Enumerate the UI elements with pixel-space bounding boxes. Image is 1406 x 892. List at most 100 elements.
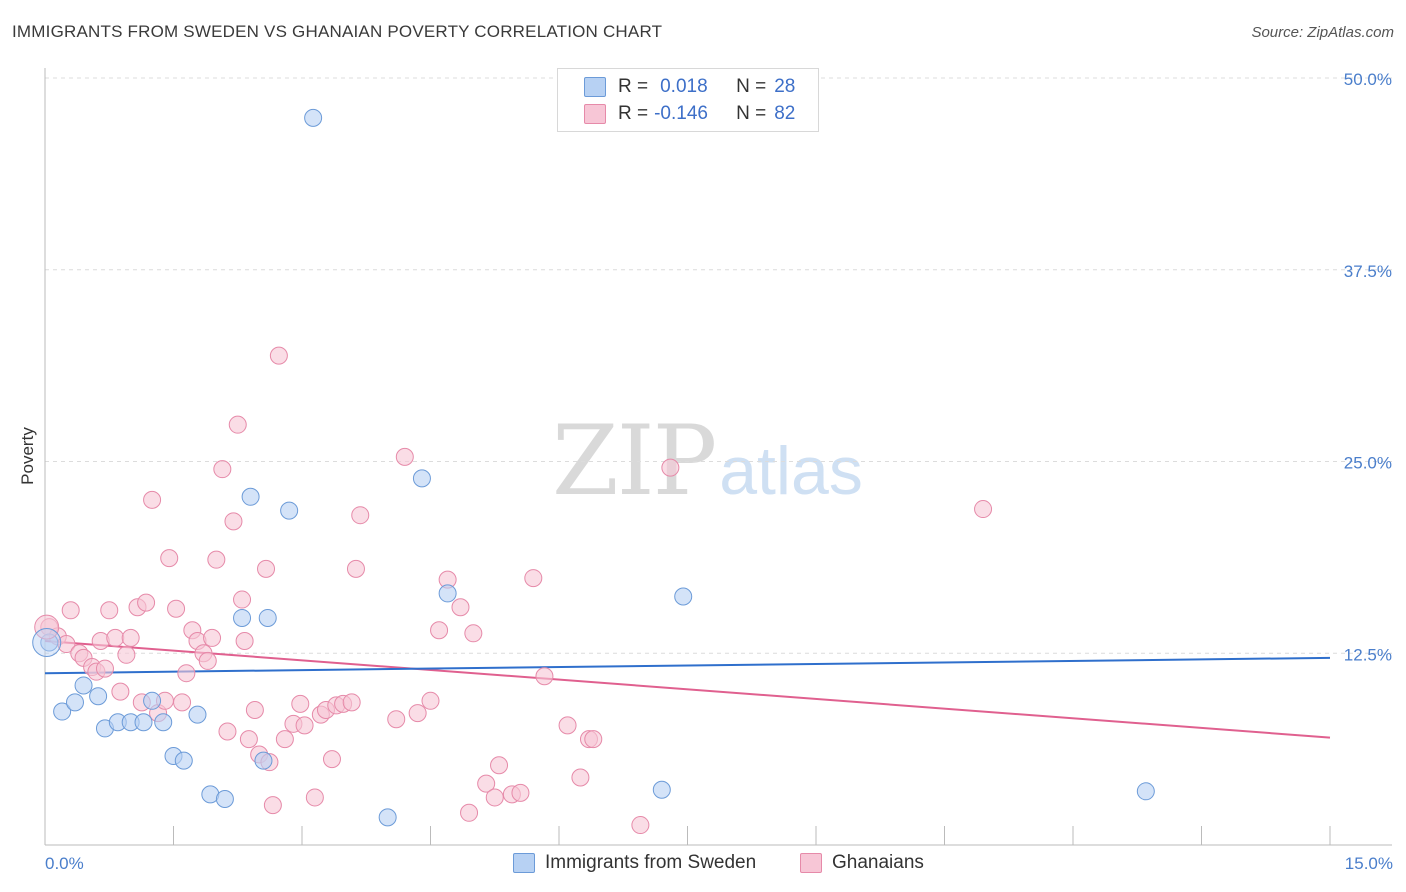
trend-lines [44,639,1331,739]
point-ghanaians [117,645,136,664]
point-ghanaians [485,788,504,807]
point-ghanaians [342,693,361,712]
point-ghanaians [235,631,254,650]
y-tick-label: 12.5% [1344,645,1392,664]
point-ghanaians [100,601,119,620]
point-ghanaians [111,682,130,701]
point-ghanaians [137,593,156,612]
point-ghanaians [584,730,603,749]
point-ghanaians [233,590,252,609]
point-ghanaians [524,569,543,588]
point-ghanaians [631,816,650,835]
source-label: Source: ZipAtlas.com [1251,24,1394,41]
point-ghanaians [351,506,370,525]
point-ghanaians [451,598,470,617]
legend-r-value-1: 0.018 [660,76,708,97]
bottom-legend-label-ghana: Ghanaians [832,852,924,873]
point-ghanaians [558,716,577,735]
point-ghanaians [143,490,162,509]
point-sweden [378,808,397,827]
point-sweden [233,608,252,627]
bottom-legend-swatch-ghana [800,853,822,873]
point-sweden [143,691,162,710]
point-ghanaians [218,722,237,741]
point-ghanaians [213,460,232,479]
legend-n-value-2: 82 [774,103,796,124]
point-ghanaians [106,628,125,647]
point-sweden [65,693,84,712]
point-ghanaians [535,667,554,686]
point-ghanaians [974,500,993,519]
point-ghanaians [121,628,140,647]
point-ghanaians [408,704,427,723]
legend-n-label-2: N = [736,103,767,124]
point-ghanaians [61,601,80,620]
watermark-zip: ZIP [552,405,717,517]
point-ghanaians [295,716,314,735]
point-ghanaians [305,788,324,807]
legend-n-value-1: 28 [774,76,796,97]
chart-title: IMMIGRANTS FROM SWEDEN VS GHANAIAN POVER… [12,22,663,41]
point-ghanaians [490,756,509,775]
point-sweden [652,780,671,799]
point-ghanaians [34,614,60,640]
point-sweden [32,628,62,658]
point-ghanaians [245,701,264,720]
legend-row-ghana: R = -0.146 N = 82 [584,102,795,126]
legend-n-label-1: N = [736,76,767,97]
point-sweden [438,584,457,603]
point-ghanaians [571,768,590,787]
point-ghanaians [224,512,243,531]
point-sweden [254,751,273,770]
point-ghanaians [511,783,530,802]
point-sweden [89,687,108,706]
point-sweden [134,713,153,732]
point-ghanaians [661,458,680,477]
trendline-sweden [44,656,1331,675]
tick-labels: 12.5% 25.0% 37.5% 50.0% 0.0% 15.0% [45,70,1393,873]
legend-row-sweden: R = 0.018 N = 28 [584,75,795,99]
point-ghanaians [198,651,217,670]
point-sweden [1136,782,1155,801]
point-ghanaians [346,559,365,578]
point-ghanaians [460,803,479,822]
point-ghanaians [203,628,222,647]
point-ghanaians [421,691,440,710]
y-tick-label: 25.0% [1344,454,1392,473]
point-sweden [74,676,93,695]
point-sweden [412,469,431,488]
bottom-legend-swatch-sweden [513,853,535,873]
legend-swatch-sweden [584,77,606,97]
point-ghanaians [269,346,288,365]
grid-lines [45,77,1392,654]
bottom-legend-sweden: Immigrants from Sweden [513,852,756,874]
point-sweden [188,705,207,724]
y-axis-label: Poverty [18,427,37,485]
point-sweden [174,751,193,770]
point-ghanaians [239,730,258,749]
point-sweden [258,608,277,627]
point-sweden [280,501,299,520]
point-sweden [154,713,173,732]
bottom-legend-ghana: Ghanaians [800,852,924,874]
point-ghanaians [95,659,114,678]
point-sweden [53,702,72,721]
point-sweden [674,587,693,606]
point-ghanaians [91,631,110,650]
point-ghanaians [464,624,483,643]
watermark-atlas: atlas [719,433,863,509]
x-tick-label-min: 0.0% [45,854,84,873]
point-ghanaians [263,796,282,815]
point-sweden [304,108,323,127]
x-tick-label-max: 15.0% [1345,854,1393,873]
point-ghanaians [173,693,192,712]
point-ghanaians [387,710,406,729]
point-sweden [215,789,234,808]
point-ghanaians [322,750,341,769]
point-ghanaians [395,447,414,466]
data-points [32,108,1155,835]
point-ghanaians [177,664,196,683]
point-ghanaians [275,730,294,749]
legend: R = 0.018 N = 28 R = -0.146 N = 82 [557,68,819,132]
legend-r-label-1: R = [618,76,649,97]
